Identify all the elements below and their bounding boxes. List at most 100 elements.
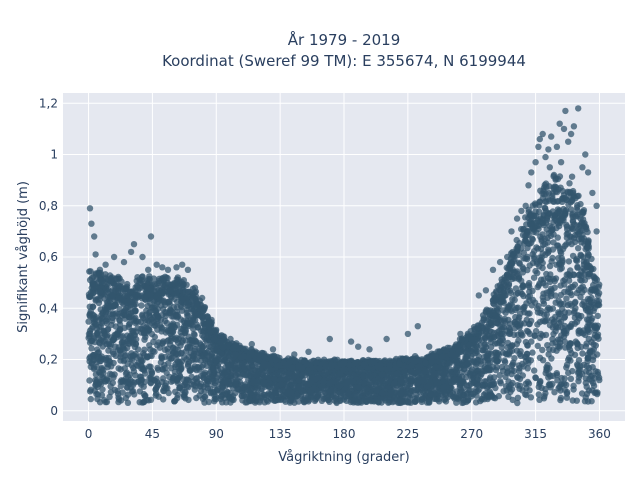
- data-point: [187, 345, 193, 351]
- data-point: [528, 357, 534, 363]
- data-point: [502, 374, 508, 380]
- data-point: [520, 266, 526, 272]
- data-point: [570, 386, 576, 392]
- data-point: [201, 375, 207, 381]
- data-point: [91, 364, 97, 370]
- data-point: [550, 305, 556, 311]
- data-point: [473, 399, 479, 405]
- data-point: [584, 384, 590, 390]
- data-point: [400, 399, 406, 405]
- data-point: [253, 372, 259, 378]
- data-point: [509, 363, 515, 369]
- data-point: [555, 234, 561, 240]
- data-point: [189, 337, 195, 343]
- data-point: [516, 240, 522, 246]
- data-point: [565, 302, 571, 308]
- data-point: [586, 376, 592, 382]
- data-point: [391, 380, 397, 386]
- data-point: [222, 378, 228, 384]
- data-point: [183, 356, 189, 362]
- data-point: [248, 349, 254, 355]
- data-point: [149, 369, 155, 375]
- data-point: [265, 398, 271, 404]
- data-point: [125, 400, 131, 406]
- data-point: [193, 395, 199, 401]
- data-point: [130, 352, 136, 358]
- data-point: [98, 358, 104, 364]
- data-point: [572, 282, 578, 288]
- data-point: [518, 226, 524, 232]
- data-point: [150, 348, 156, 354]
- data-point: [564, 389, 570, 395]
- data-point: [541, 393, 547, 399]
- data-point: [95, 350, 101, 356]
- data-point: [525, 379, 531, 385]
- data-point: [311, 392, 317, 398]
- data-point: [304, 381, 310, 387]
- data-point: [104, 316, 110, 322]
- data-point: [123, 312, 129, 318]
- data-point: [322, 371, 328, 377]
- data-point: [147, 314, 153, 320]
- data-point: [487, 393, 493, 399]
- data-point: [88, 345, 94, 351]
- data-point: [545, 275, 551, 281]
- data-point: [569, 368, 575, 374]
- data-point: [509, 342, 515, 348]
- data-point: [549, 381, 555, 387]
- data-point: [213, 374, 219, 380]
- data-point: [553, 225, 559, 231]
- data-point: [294, 393, 300, 399]
- data-point: [203, 381, 209, 387]
- data-point: [528, 394, 534, 400]
- data-point: [87, 330, 93, 336]
- data-point: [483, 344, 489, 350]
- data-point: [164, 370, 170, 376]
- data-point: [211, 347, 217, 353]
- data-point: [361, 396, 367, 402]
- data-point: [590, 364, 596, 370]
- data-point: [252, 367, 258, 373]
- data-point: [557, 387, 563, 393]
- data-point: [580, 284, 586, 290]
- data-point: [556, 344, 562, 350]
- data-point: [172, 397, 178, 403]
- data-point: [580, 216, 586, 222]
- data-point: [159, 379, 165, 385]
- data-point: [153, 386, 159, 392]
- data-point: [276, 371, 282, 377]
- data-point: [589, 387, 595, 393]
- data-point: [111, 335, 117, 341]
- data-point: [561, 289, 567, 295]
- data-point: [499, 344, 505, 350]
- data-point: [532, 202, 538, 208]
- data-point: [356, 384, 362, 390]
- data-point: [568, 206, 574, 212]
- data-point: [90, 316, 96, 322]
- data-point: [295, 398, 301, 404]
- data-point: [570, 397, 576, 403]
- data-point: [482, 378, 488, 384]
- data-point: [524, 317, 530, 323]
- data-point: [563, 295, 569, 301]
- data-point: [119, 378, 125, 384]
- data-point: [576, 374, 582, 380]
- data-point: [591, 323, 597, 329]
- data-point: [468, 381, 474, 387]
- data-point: [553, 275, 559, 281]
- data-point: [96, 369, 102, 375]
- data-point: [115, 289, 121, 295]
- data-point: [225, 363, 231, 369]
- data-point: [432, 377, 438, 383]
- data-point: [212, 380, 218, 386]
- data-point: [164, 338, 170, 344]
- data-point: [584, 327, 590, 333]
- data-point: [182, 327, 188, 333]
- data-point: [296, 384, 302, 390]
- data-point: [111, 371, 117, 377]
- data-point: [262, 392, 268, 398]
- data-point: [570, 219, 576, 225]
- data-point: [562, 243, 568, 249]
- data-point: [373, 387, 379, 393]
